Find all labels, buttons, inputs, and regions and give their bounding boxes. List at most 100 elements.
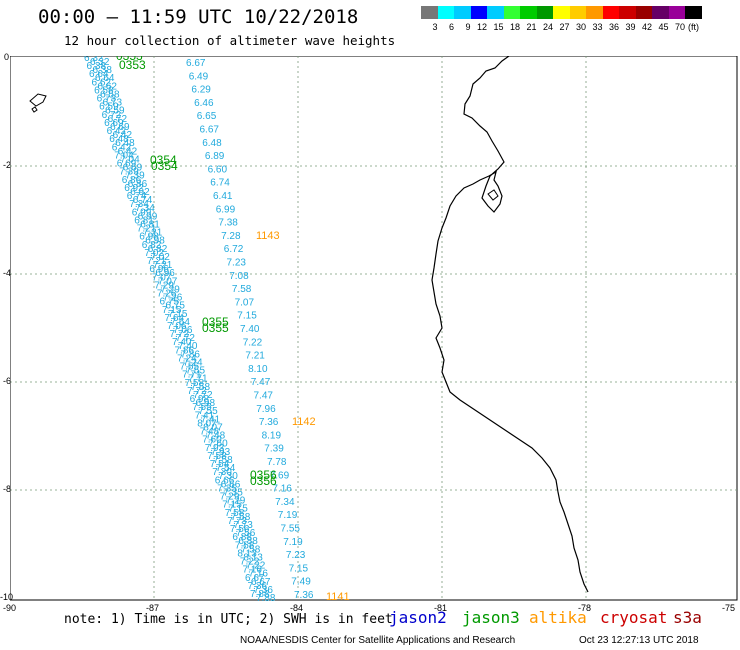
wave-height-value: 7.69 [270,470,290,481]
wave-height-value: 7.22 [246,561,266,572]
wave-height-value: 7.86 [175,345,195,356]
wave-height-value: 7.96 [256,404,276,415]
wave-height-value: 8.07 [203,423,223,434]
satellite-track-b: 6.67 6.49 6.29 6.46 6.65 6.67 6.48 6.89 6.60 6.74… [186,58,314,601]
wave-height-value: 6.67 [186,58,206,69]
wave-height-value: 7.02 [150,252,170,263]
legend-label: 3 [432,22,438,32]
wave-height-value: 6.73 [97,94,117,105]
wave-height-value: 7.58 [231,512,251,523]
altika-time-label: 1141 [326,591,350,601]
wave-height-value: 7.08 [229,271,249,282]
wave-height-value: 6.92 [124,183,144,194]
wave-height-value: 7.21 [137,224,157,235]
wave-height-value: 7.15 [289,563,309,574]
wave-height-value: 6.49 [189,71,209,82]
wave-height-value: 7.19 [283,537,303,548]
legend-label: 70 [674,22,685,32]
wave-height-value: 7.07 [158,276,178,287]
wave-height-value: 7.40 [178,341,198,352]
wave-height-value: 7.48 [200,427,220,438]
wave-height-value: 6.98 [139,232,159,243]
legend-label: 9 [465,22,471,32]
wave-height-value: 7.86 [181,349,201,360]
legend-swatch [586,6,603,19]
wave-height-value: 7.54 [216,463,236,474]
wave-height-value: 6.82 [148,244,168,255]
jason3-time-label: 0356 [250,468,277,482]
wave-height-value: 7.39 [119,167,139,178]
x-tick-78: -78 [578,603,592,613]
wave-height-value: 7.04 [114,151,134,162]
x-tick-75: -75 [722,603,736,613]
wave-height-value: 7.36 [254,585,274,596]
wave-height-value: 7.73 [227,516,247,527]
wave-height-value: 6.42 [118,146,138,157]
legend-label: 30 [575,22,586,32]
wave-height-value: 7.64 [165,313,185,324]
wave-height-value: 7.58 [207,451,227,462]
legend-swatch [685,6,702,19]
estuary-island [487,189,499,201]
wave-height-value: 7.72 [170,329,190,340]
wave-height-value: 7.55 [192,402,212,413]
wave-height-value: 7.39 [125,171,145,182]
map-subtitle: 12 hour collection of altimeter wave hei… [64,33,396,48]
color-legend-labels: 3 6 9 12 15 18 21 24 27 30 33 36 39 42 45 70 (ft) [421,22,699,32]
wave-height-value: 7.30 [212,467,232,478]
wave-height-value: 7.55 [281,524,301,535]
wave-height-value: 7.58 [185,378,205,389]
wave-height-value: 7.88 [256,593,276,601]
legend-label: 45 [658,22,669,32]
wave-height-value: 7.15 [162,305,182,316]
wave-height-value: 7.78 [267,457,287,468]
legend-label: 42 [641,22,652,32]
wave-height-value: 6.74 [127,191,147,202]
wave-height-value: 6.96 [155,268,175,279]
map-title: 00:00 — 11:59 UTC 10/22/2018 [38,6,359,28]
color-legend [421,6,702,19]
wave-height-value: 8.13 [237,548,257,559]
legend-swatch [520,6,537,19]
wave-height-value: 7.34 [275,497,295,508]
wave-height-value: 6.42 [112,142,132,153]
wave-height-value: 7.16 [249,569,269,580]
wave-height-value: 6.67 [251,577,271,588]
wave-height-value: 7.15 [168,309,188,320]
legend-altika: altika [529,608,587,627]
wave-height-value: 7.60 [202,435,222,446]
legend-label: 21 [526,22,537,32]
wave-height-value: 7.58 [225,508,245,519]
legend-swatch [536,6,553,19]
wave-height-value: 6.58 [94,86,114,97]
wave-height-value: 7.58 [191,382,211,393]
legend-swatch [454,6,471,19]
wave-height-value: 7.49 [291,577,311,588]
wave-height-value: 7.15 [237,311,257,322]
wave-height-value: 8.19 [262,430,282,441]
galapagos-island [29,93,47,107]
legend-swatch [668,6,685,19]
map-canvas: 6.326.326.386.386.646.646.626.626.586.58… [10,56,738,601]
legend-swatch [602,6,619,19]
wave-height-value: 7.24 [183,358,203,369]
legend-swatch [619,6,636,19]
wave-height-value: 7.38 [218,218,238,229]
legend-swatch [470,6,487,19]
wave-height-value: 6.60 [208,164,228,175]
wave-height-value: 7.29 [220,492,240,503]
legend-label: 18 [509,22,520,32]
wave-height-value: 6.58 [100,90,120,101]
wave-height-value: 7.21 [143,228,163,239]
altika-time-label: 1142 [292,416,316,428]
generated-timestamp: Oct 23 12:27:13 UTC 2018 [579,635,699,646]
wave-height-value: 7.34 [129,199,149,210]
wave-height-value: 6.75 [166,301,186,312]
x-tick-84: -84 [290,603,304,613]
wave-height-value: 7.06 [167,321,187,332]
wave-height-value: 6.46 [194,98,214,109]
wave-height-value: 7.02 [144,248,164,259]
wave-height-value: 6.96 [149,264,169,275]
wave-height-value: 7.29 [160,284,180,295]
